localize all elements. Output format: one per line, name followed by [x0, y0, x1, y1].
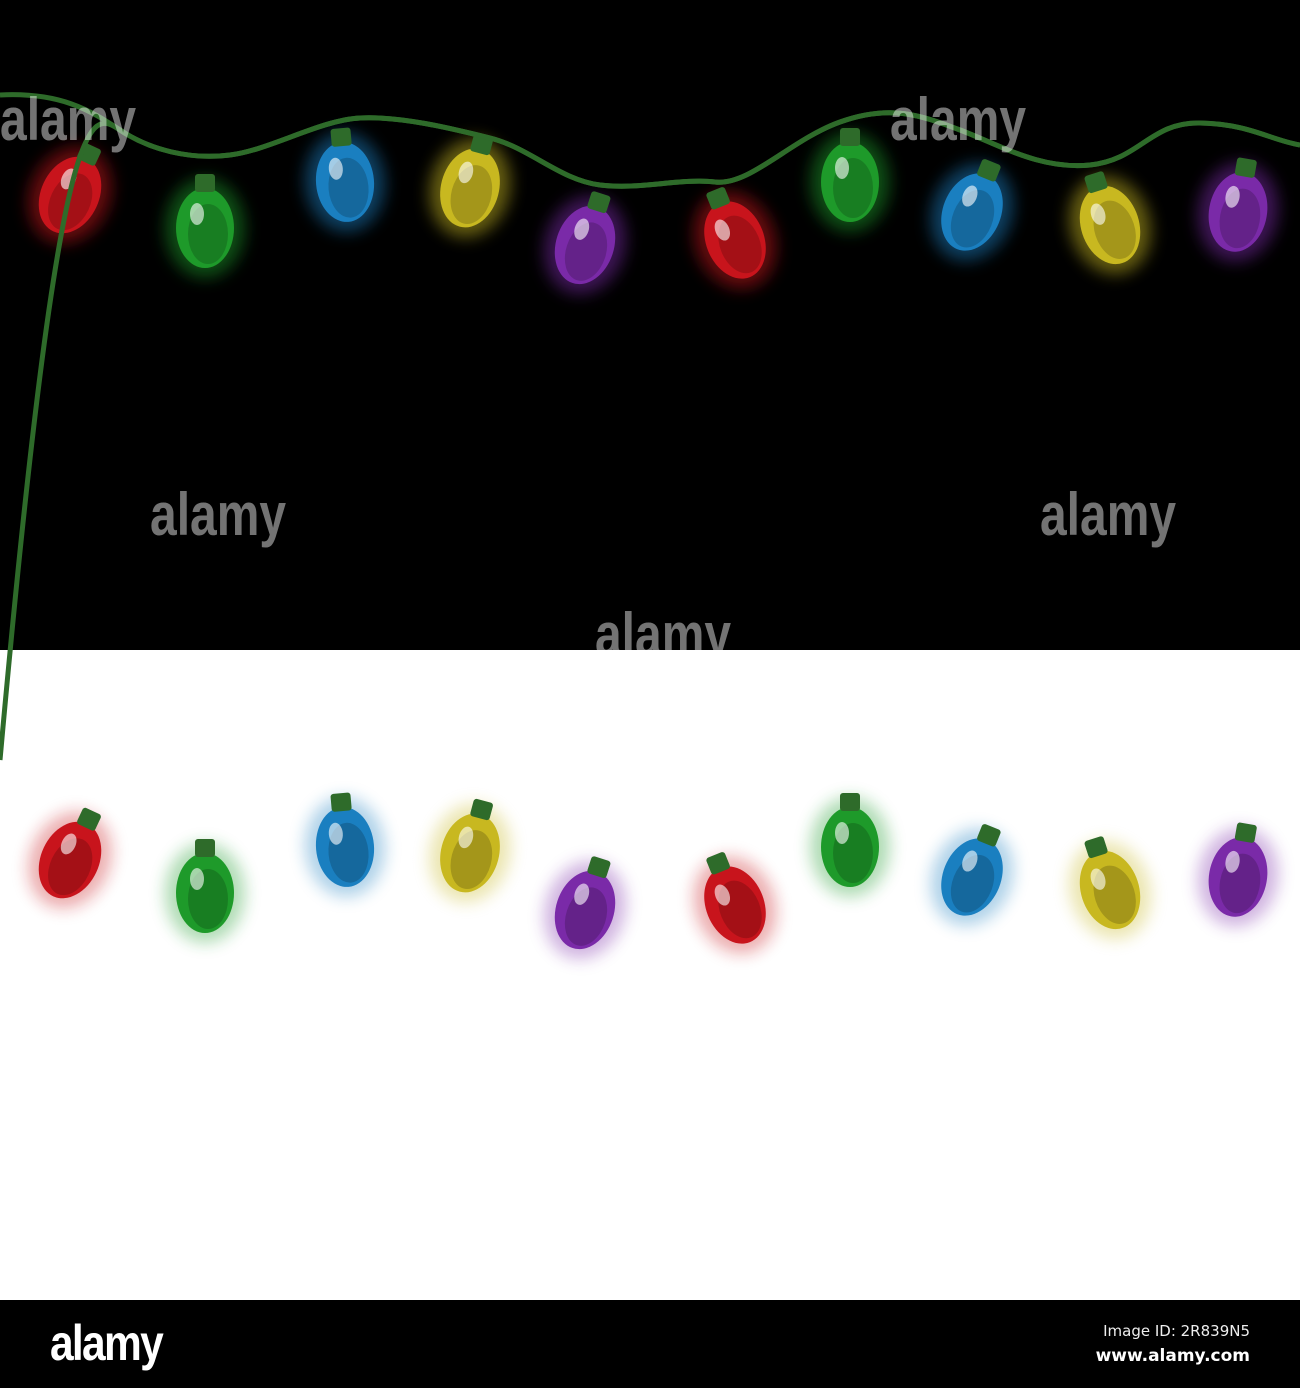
bulb-green [165, 174, 245, 278]
bulb-green [165, 839, 245, 943]
socket [840, 793, 860, 811]
bulb-purple [1197, 822, 1279, 927]
bulb-red [28, 807, 112, 909]
footer-bar: alamy Image ID: 2R839N5 www.alamy.com [0, 1300, 1300, 1388]
socket [1234, 157, 1257, 178]
socket [330, 792, 352, 812]
watermark: alamy [1040, 481, 1176, 548]
bulb-blue [930, 824, 1014, 926]
socket [587, 191, 611, 214]
bulb-purple [543, 856, 627, 960]
socket [1234, 822, 1257, 843]
socket [977, 159, 1001, 182]
socket [330, 127, 352, 147]
bulb-purple [543, 191, 627, 295]
bulb-blue [930, 159, 1014, 261]
socket [195, 839, 215, 857]
socket [977, 824, 1001, 847]
watermark: alamy [0, 86, 136, 153]
alamy-logo: alamy [50, 1315, 164, 1371]
light-panel [0, 650, 1300, 1300]
watermark: alamy [150, 481, 286, 548]
bulb-yellow [1068, 171, 1152, 275]
christmas-lights-illustration: alamy alamy alamy alamy alamy [0, 0, 1300, 1300]
bulb-purple [1197, 157, 1279, 262]
bulb-green [810, 128, 890, 232]
socket [1084, 836, 1108, 859]
watermark: alamy [890, 86, 1026, 153]
socket [77, 807, 101, 831]
bulb-blue [304, 127, 386, 232]
socket [706, 852, 730, 875]
watermark: alamy [595, 601, 731, 668]
bulb-red [693, 187, 777, 289]
socket [195, 174, 215, 192]
bulb-yellow [429, 133, 511, 238]
socket [587, 856, 611, 879]
wire [0, 110, 1300, 761]
socket [840, 128, 860, 146]
socket [470, 798, 493, 821]
socket [706, 187, 730, 210]
site-url[interactable]: www.alamy.com [1095, 1346, 1250, 1366]
image-id: Image ID: 2R839N5 [1103, 1322, 1250, 1340]
bulb-yellow [429, 798, 511, 903]
bulb-red [693, 852, 777, 954]
light-strand [0, 110, 1300, 960]
dark-panel [0, 0, 1300, 650]
bulb-green [810, 793, 890, 897]
bulb-yellow [1068, 836, 1152, 940]
bulb-blue [304, 792, 386, 897]
socket [1084, 171, 1108, 194]
light-strand [0, 92, 1300, 295]
